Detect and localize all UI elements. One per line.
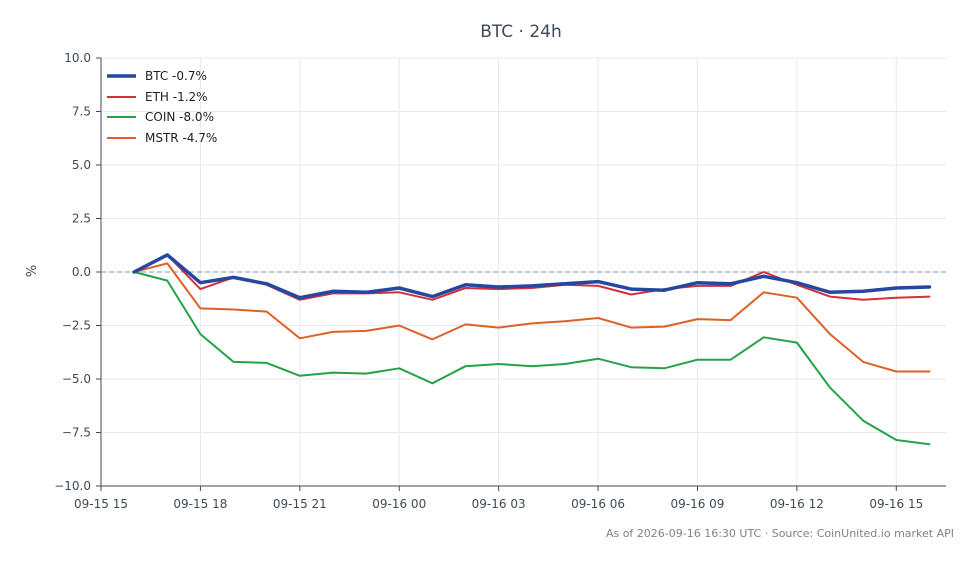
series-line-mstr — [133, 262, 931, 373]
y-tick-label: −5.0 — [62, 372, 91, 386]
legend-label-eth: ETH -1.2% — [145, 90, 208, 104]
x-tick-label: 09-15 18 — [173, 497, 227, 511]
legend: BTC -0.7% ETH -1.2% COIN -8.0% MSTR -4.7… — [107, 69, 217, 145]
series-line-eth — [133, 253, 931, 301]
x-tick-label: 09-16 06 — [571, 497, 625, 511]
x-tick-label: 09-16 00 — [372, 497, 426, 511]
x-tick-label: 09-16 12 — [770, 497, 824, 511]
chart-title: BTC · 24h — [480, 22, 562, 42]
y-tick-label: 5.0 — [72, 158, 91, 172]
x-tick-label: 09-16 09 — [670, 497, 724, 511]
y-axis-label: % — [25, 265, 40, 277]
x-tick-label: 09-15 15 — [74, 497, 128, 511]
y-tick-label: 0.0 — [72, 265, 91, 279]
y-tick-label: 2.5 — [72, 212, 91, 226]
x-tick-label: 09-15 21 — [273, 497, 327, 511]
series-lines — [132, 253, 932, 446]
x-tick-label: 09-16 15 — [869, 497, 923, 511]
series-line-coin — [133, 271, 931, 446]
y-ticks: 10.0 7.5 5.0 2.5 0.0 −2.5 −5.0 −7.5 −10.0 — [54, 51, 101, 493]
grid — [100, 57, 946, 487]
y-tick-label: −10.0 — [54, 479, 91, 493]
legend-label-btc: BTC -0.7% — [145, 69, 207, 83]
x-ticks: 09-15 15 09-15 18 09-15 21 09-16 00 09-16 03… — [74, 486, 923, 511]
series-line-btc — [132, 253, 932, 300]
y-tick-label: −2.5 — [62, 319, 91, 333]
legend-label-mstr: MSTR -4.7% — [145, 131, 217, 145]
x-tick-label: 09-16 03 — [472, 497, 526, 511]
y-tick-label: −7.5 — [62, 426, 91, 440]
y-tick-label: 7.5 — [72, 105, 91, 119]
source-footnote: As of 2026-09-16 16:30 UTC · Source: Coi… — [606, 527, 954, 540]
legend-label-coin: COIN -8.0% — [145, 110, 214, 124]
y-tick-label: 10.0 — [64, 51, 91, 65]
